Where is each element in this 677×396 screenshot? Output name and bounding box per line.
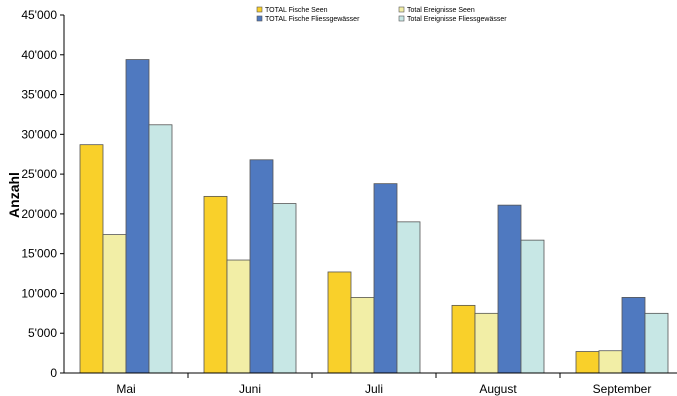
bar-mai-series-1 [79,144,104,374]
y-tick-label: 25'000 [21,167,57,181]
y-tick-label: 0 [50,366,57,380]
x-tick-label: Mai [116,382,135,396]
y-tick-label: 45'000 [21,8,57,22]
x-tick-label: Juli [365,382,383,396]
y-axis: 0 5'000 10'000 15'000 20'000 25'000 30'000 35'0… [21,8,64,380]
bar-juni-series-4 [272,203,297,374]
bars [79,59,669,374]
bar-august-series-2 [474,312,499,374]
bar-september-series-3 [621,297,646,374]
y-tick-label: 40'000 [21,48,57,62]
bar-september-series-4 [644,312,669,374]
legend: TOTAL Fische Seen Total Ereignisse Seen TO… [256,6,507,23]
bar-mai-series-4 [148,124,173,374]
y-axis-label: Anzahl [6,172,22,218]
bar-juni-series-1 [203,195,228,374]
bar-mai-series-2 [102,234,127,374]
bar-juli-series-1 [327,271,352,374]
bar-juni-series-3 [249,159,274,374]
legend-label: TOTAL Fische Fliessgewässer [265,16,360,23]
y-tick-label: 5'000 [28,326,57,340]
y-tick-label: 20'000 [21,207,57,221]
legend-label: TOTAL Fische Seen [265,7,328,14]
axes [63,15,677,374]
x-axis: Mai Juni Juli August September [116,373,652,396]
x-tick-label: September [593,382,652,396]
y-tick-label: 30'000 [21,127,57,141]
bar-juni-series-2 [226,259,251,374]
y-tick-label: 15'000 [21,247,57,261]
legend-swatch [256,6,263,13]
bar-september-series-2 [598,350,623,374]
x-tick-label: Juni [239,382,261,396]
bar-september-series-1 [575,351,600,374]
bar-mai-series-3 [125,59,150,374]
bar-juli-series-2 [350,297,375,374]
y-tick-label: 35'000 [21,88,57,102]
bar-juli-series-3 [373,183,398,374]
y-tick-label: 10'000 [21,286,57,300]
x-tick-label: August [479,382,517,396]
legend-swatch [398,6,405,13]
bar-august-series-1 [451,304,476,374]
bar-august-series-3 [497,204,522,374]
bar-august-series-4 [520,239,545,374]
legend-label: Total Ereignisse Fliessgewässer [407,16,507,23]
bar-juli-series-4 [396,221,421,374]
legend-swatch [256,15,263,22]
legend-label: Total Ereignisse Seen [407,7,475,14]
legend-swatch [398,15,405,22]
